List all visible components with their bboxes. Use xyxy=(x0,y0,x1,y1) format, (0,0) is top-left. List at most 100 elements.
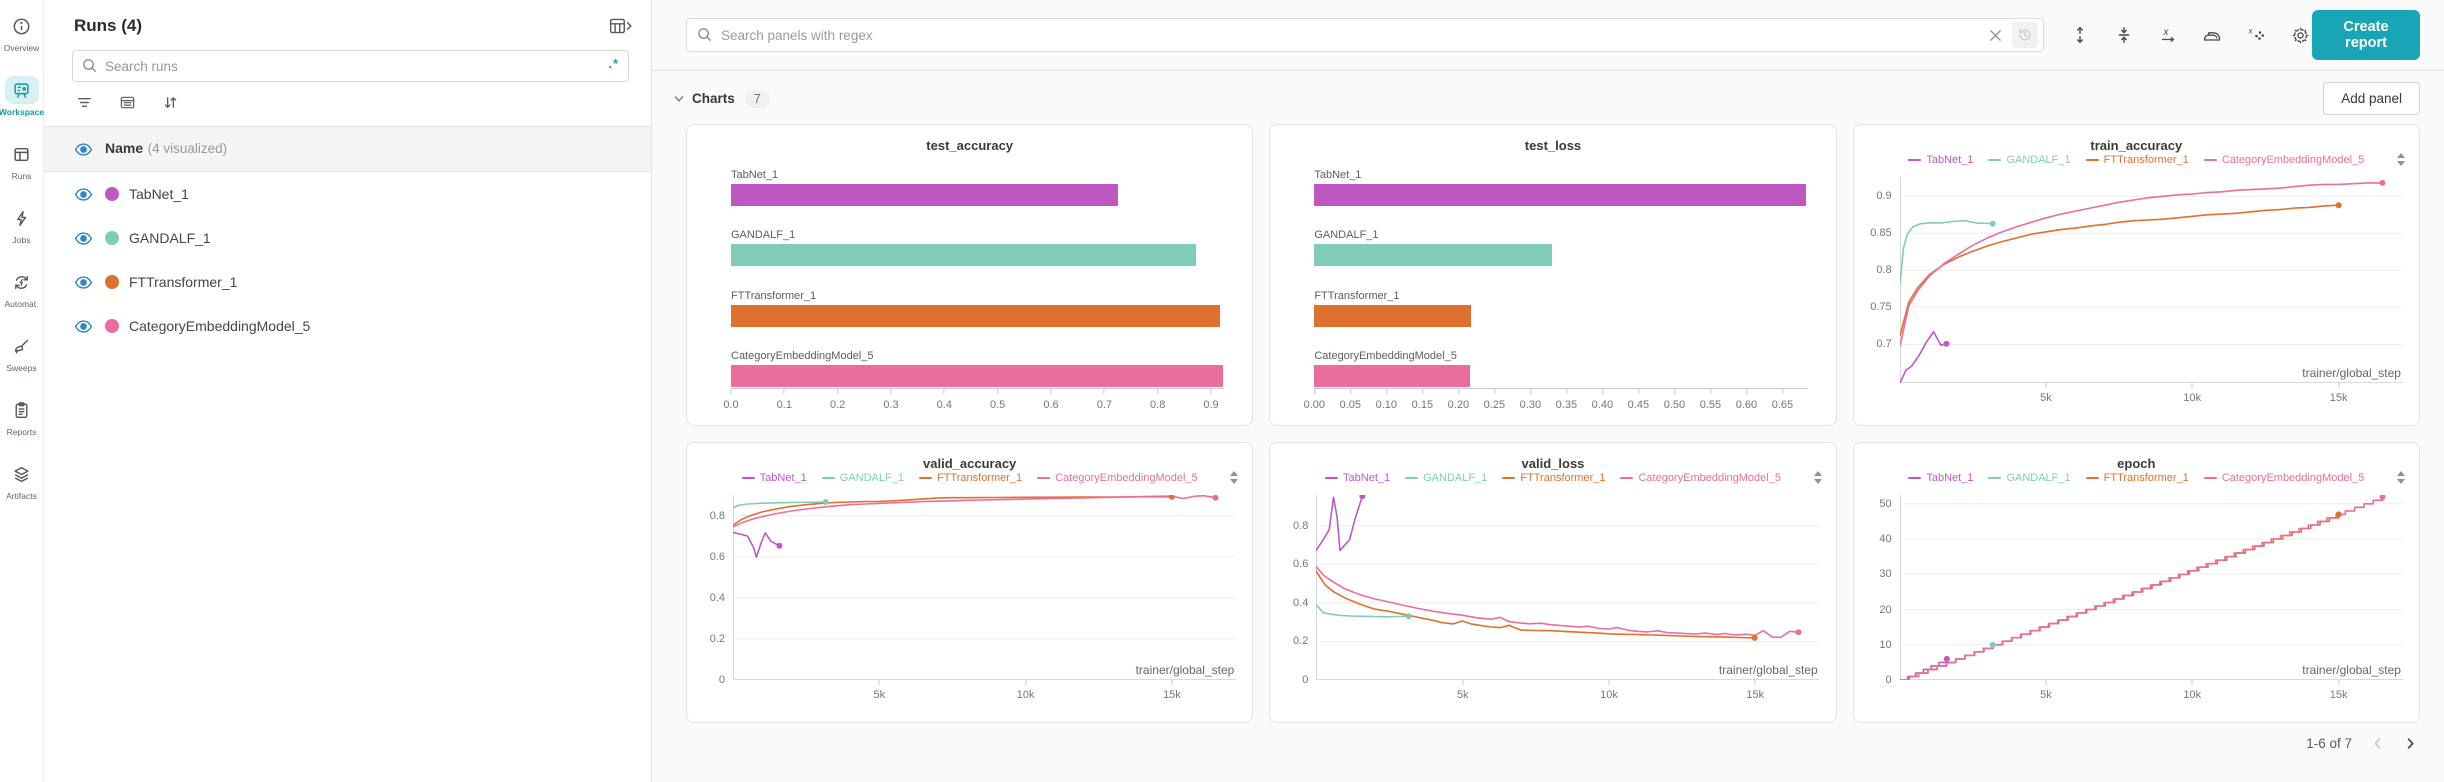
search-runs-input[interactable] xyxy=(72,50,629,82)
legend-dash xyxy=(2085,158,2099,162)
legend-item[interactable]: CategoryEmbeddingModel_5 xyxy=(1620,472,1781,484)
y-tick-label: 0 xyxy=(718,674,725,686)
search-panels-input[interactable] xyxy=(686,18,2044,52)
legend-dash xyxy=(2085,476,2099,480)
eye-icon[interactable] xyxy=(74,317,93,336)
chart-panel-test-accuracy[interactable]: test_accuracy TabNet_1 GANDALF_1 FTTransfor… xyxy=(686,124,1254,426)
nav-workspace[interactable]: Workspace xyxy=(0,70,44,134)
nav-automations[interactable]: Automat. xyxy=(0,262,44,326)
chart-panel-valid-accuracy[interactable]: valid_accuracy TabNet_1 GANDALF_1 FTTransfo… xyxy=(686,442,1254,723)
legend-dash xyxy=(1037,476,1051,480)
line-plot: 0.7 0.75 0.8 0.85 0.9 5k 10k 15k trainer/global_… xyxy=(1870,177,2403,404)
history-icon[interactable] xyxy=(2012,22,2038,48)
chart-panel-epoch[interactable]: epoch TabNet_1 GANDALF_1 FTTransformer_1 Cat… xyxy=(1852,442,2420,723)
nav-reports[interactable]: Reports xyxy=(0,390,44,454)
x-tick-label: 15k xyxy=(2329,689,2348,701)
filter-icon[interactable] xyxy=(76,94,93,116)
legend-label: FTTransformer_1 xyxy=(2103,154,2189,166)
create-report-button[interactable]: Create report xyxy=(2312,10,2420,60)
outliers-icon[interactable]: x xyxy=(2244,23,2268,47)
nav-label: Reports xyxy=(6,427,37,437)
nav-jobs[interactable]: Jobs xyxy=(0,198,44,262)
eye-icon[interactable] xyxy=(74,229,93,248)
add-panel-button[interactable]: Add panel xyxy=(2323,82,2420,115)
nav-artifacts[interactable]: Artifacts xyxy=(0,454,44,518)
prev-page-icon[interactable] xyxy=(2370,736,2385,751)
legend-item[interactable]: FTTransformer_1 xyxy=(2085,154,2189,166)
eye-icon[interactable] xyxy=(74,273,93,292)
run-color-dot xyxy=(105,319,119,333)
legend-item[interactable]: FTTransformer_1 xyxy=(918,472,1022,484)
chart-legend: TabNet_1 GANDALF_1 FTTransformer_1 Category… xyxy=(1884,154,2389,166)
legend-item[interactable]: FTTransformer_1 xyxy=(1502,472,1605,484)
collapse-panels-icon[interactable] xyxy=(2112,23,2136,47)
axis-tick: 0.25 xyxy=(1484,389,1505,411)
legend-item[interactable]: GANDALF_1 xyxy=(1405,472,1487,484)
legend-item[interactable]: TabNet_1 xyxy=(1325,472,1390,484)
legend-item[interactable]: TabNet_1 xyxy=(1908,472,1973,484)
axis-tick: 0.8 xyxy=(1150,389,1165,411)
settings-gear-icon[interactable] xyxy=(2288,23,2312,47)
x-tick-mark xyxy=(2045,680,2047,685)
line-plot: 0 0.2 0.4 0.6 0.8 5k 10k 15k trainer/global_step xyxy=(1293,493,1820,701)
legend-item[interactable]: TabNet_1 xyxy=(741,472,807,484)
run-list-item[interactable]: TabNet_1 xyxy=(44,172,651,216)
regex-toggle[interactable]: .* xyxy=(608,56,619,71)
columns-icon[interactable] xyxy=(119,94,136,116)
y-tick-label: 0.4 xyxy=(709,591,725,604)
panel-sort-stepper-icon[interactable] xyxy=(2396,152,2406,172)
panel-sort-stepper-icon[interactable] xyxy=(2396,470,2406,490)
axis-tick: 0.1 xyxy=(777,389,792,411)
tick-mark xyxy=(1673,389,1675,394)
nav-overview[interactable]: Overview xyxy=(0,6,44,70)
legend-item[interactable]: FTTransformer_1 xyxy=(2085,472,2189,484)
tick-mark xyxy=(1565,389,1567,394)
panel-sort-stepper-icon[interactable] xyxy=(1229,470,1239,490)
chart-panel-train-accuracy[interactable]: train_accuracy TabNet_1 GANDALF_1 FTTransfo… xyxy=(1852,124,2420,426)
bar xyxy=(1314,364,1470,387)
x-tick-label: 5k xyxy=(873,689,886,701)
chart-panel-valid-loss[interactable]: valid_loss TabNet_1 GANDALF_1 FTTransformer… xyxy=(1269,442,1837,723)
bar-category-label: FTTransformer_1 xyxy=(731,289,817,302)
chart-legend: TabNet_1 GANDALF_1 FTTransformer_1 Category… xyxy=(717,472,1222,484)
legend-item[interactable]: CategoryEmbeddingModel_5 xyxy=(2203,472,2364,484)
charts-count-badge: 7 xyxy=(744,89,770,108)
tick-mark xyxy=(1385,389,1387,394)
y-tick-label: 0.6 xyxy=(709,550,725,563)
y-tick-label: 0.85 xyxy=(1870,227,1892,240)
legend-item[interactable]: TabNet_1 xyxy=(1908,154,1973,166)
sort-icon[interactable] xyxy=(162,94,179,116)
bar-group: TabNet_1 xyxy=(1314,169,1807,206)
y-tick-label: 0.7 xyxy=(1876,338,1892,351)
smoothing-iron-icon[interactable] xyxy=(2200,23,2224,47)
axis-tick: 0.00 xyxy=(1304,389,1325,411)
run-list-item[interactable]: FTTransformer_1 xyxy=(44,260,651,304)
tick-mark xyxy=(1637,389,1639,394)
x-tick-mark xyxy=(2338,383,2340,388)
run-list-item[interactable]: GANDALF_1 xyxy=(44,216,651,260)
legend-item[interactable]: CategoryEmbeddingModel_5 xyxy=(1037,472,1198,484)
clear-search-icon[interactable] xyxy=(1982,22,2008,48)
collapse-table-icon[interactable] xyxy=(609,17,633,35)
nav-sweeps[interactable]: Sweeps xyxy=(0,326,44,390)
legend-item[interactable]: GANDALF_1 xyxy=(1988,472,2071,484)
chart-panel-test-loss[interactable]: test_loss TabNet_1 GANDALF_1 FTTransformer_… xyxy=(1269,124,1837,426)
nav-label: Jobs xyxy=(12,235,31,245)
nav-runs[interactable]: Runs xyxy=(0,134,44,198)
legend-item[interactable]: GANDALF_1 xyxy=(821,472,904,484)
next-page-icon[interactable] xyxy=(2403,736,2418,751)
chevron-down-icon[interactable] xyxy=(672,92,686,106)
legend-item[interactable]: GANDALF_1 xyxy=(1988,154,2071,166)
nav-rail: Overview Workspace Runs Jobs Automat. xyxy=(0,0,44,782)
run-list-item[interactable]: CategoryEmbeddingModel_5 xyxy=(44,304,651,348)
axis-tick: 0.0 xyxy=(723,389,739,411)
tick-mark xyxy=(1781,389,1783,394)
panel-sort-stepper-icon[interactable] xyxy=(1813,470,1823,490)
legend-item[interactable]: CategoryEmbeddingModel_5 xyxy=(2203,154,2364,166)
expand-panels-icon[interactable] xyxy=(2068,23,2092,47)
x-axis-settings-icon[interactable]: x xyxy=(2156,23,2180,47)
runs-list-header: Name (4 visualized) xyxy=(44,126,651,172)
eye-icon[interactable] xyxy=(74,140,93,159)
x-tick-label: 5k xyxy=(1456,689,1469,701)
eye-icon[interactable] xyxy=(74,185,93,204)
